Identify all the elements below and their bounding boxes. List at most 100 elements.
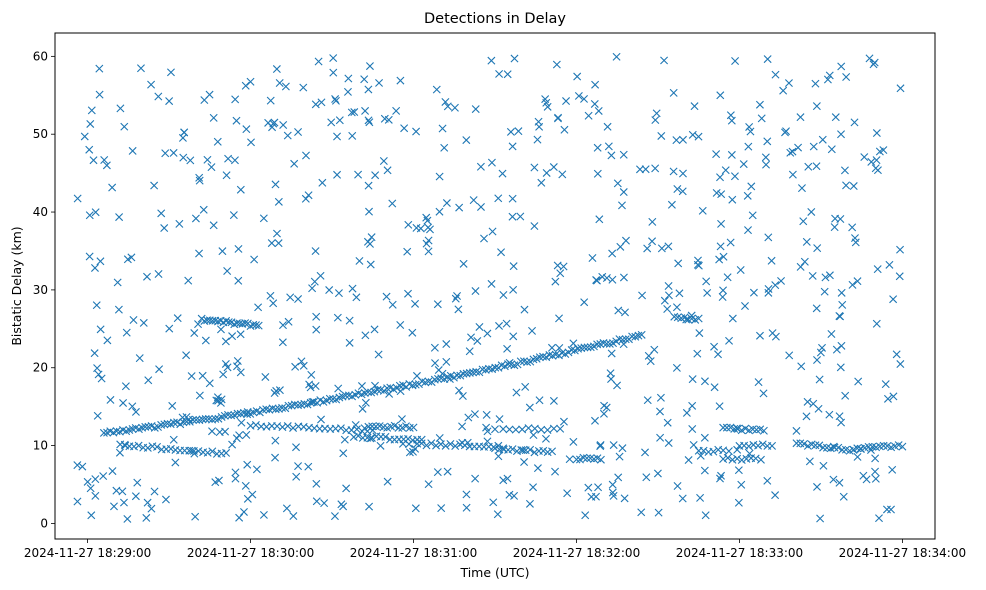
detection-marker [213,137,222,146]
detection-marker [283,131,292,140]
detection-marker [709,447,718,456]
detection-marker [593,143,602,152]
detection-marker [818,135,827,144]
detection-marker [577,344,586,353]
detection-marker [736,266,745,275]
detection-marker [300,399,309,408]
detection-marker [656,407,664,416]
detection-marker [205,379,214,388]
detection-marker [227,411,236,420]
detection-marker [347,108,356,117]
detection-marker [286,293,295,302]
detection-marker [554,113,563,122]
detection-marker [228,332,237,341]
detection-marker [314,57,323,66]
detection-marker [161,495,170,504]
detection-marker [591,416,599,425]
detection-marker [628,332,637,341]
detection-marker [333,313,342,322]
detection-marker [201,336,210,345]
detection-marker [792,439,801,448]
detection-marker [345,316,354,325]
detection-marker [93,364,102,373]
detection-marker [216,325,225,334]
detection-marker [850,118,859,127]
detection-marker [195,173,204,182]
detection-marker [539,352,548,361]
detection-marker [453,292,462,300]
detection-marker [678,187,687,196]
detection-marker [94,370,103,379]
detection-marker [669,167,678,176]
y-tick-label: 50 [33,127,48,141]
detection-marker [395,381,404,390]
detection-marker [187,446,196,455]
detection-marker [432,441,441,450]
detection-marker [456,440,464,449]
detection-marker [530,448,539,457]
detection-marker [784,79,793,88]
detection-marker [166,68,175,77]
detection-marker [813,356,821,364]
detection-marker [815,441,824,450]
detection-marker [467,333,476,342]
detection-marker [144,422,153,431]
detection-marker [530,424,539,433]
detection-marker [397,415,406,424]
detection-marker [392,106,401,115]
detection-marker [725,336,734,345]
detection-marker [831,113,840,122]
detection-marker [228,440,237,449]
detection-marker [222,316,231,325]
detection-marker [613,381,622,390]
detection-marker [440,143,449,152]
detection-marker [800,439,809,448]
detection-marker [805,457,814,466]
detection-marker [462,369,471,378]
detection-marker [870,58,879,67]
detection-marker [85,145,94,154]
detection-marker [837,341,846,350]
detection-marker [730,424,739,433]
detection-marker [290,400,299,409]
detection-marker [358,404,367,413]
detection-marker [759,426,768,435]
detection-marker [284,401,293,410]
detection-marker [567,346,576,355]
detection-marker [694,132,703,141]
detection-marker [334,384,343,393]
detection-marker [759,389,768,398]
detection-marker [113,278,122,287]
detection-marker [304,191,313,200]
detection-marker [411,504,420,513]
detection-marker [718,293,727,301]
detection-marker [871,454,880,463]
detection-marker [505,425,514,434]
detection-marker [520,305,529,314]
detection-marker [895,272,904,281]
detection-marker [329,54,338,63]
detection-marker [837,288,846,297]
detection-marker [364,388,372,397]
detection-marker [896,245,905,254]
detection-marker [331,96,340,105]
detection-marker [533,135,542,144]
detection-marker [809,399,818,408]
detection-marker [222,448,231,457]
detection-marker [519,446,528,455]
detection-marker [797,362,806,371]
detection-marker [187,372,196,381]
detection-marker [882,505,891,514]
detection-marker [435,434,444,442]
detection-marker [312,312,321,321]
detection-marker [574,344,583,353]
detection-marker [367,233,376,242]
detection-marker [169,418,178,427]
detection-marker [807,207,816,216]
detection-marker [368,422,377,431]
detection-marker [422,441,431,450]
detection-marker [239,507,248,516]
detection-marker [165,97,174,106]
detection-marker [646,357,655,366]
